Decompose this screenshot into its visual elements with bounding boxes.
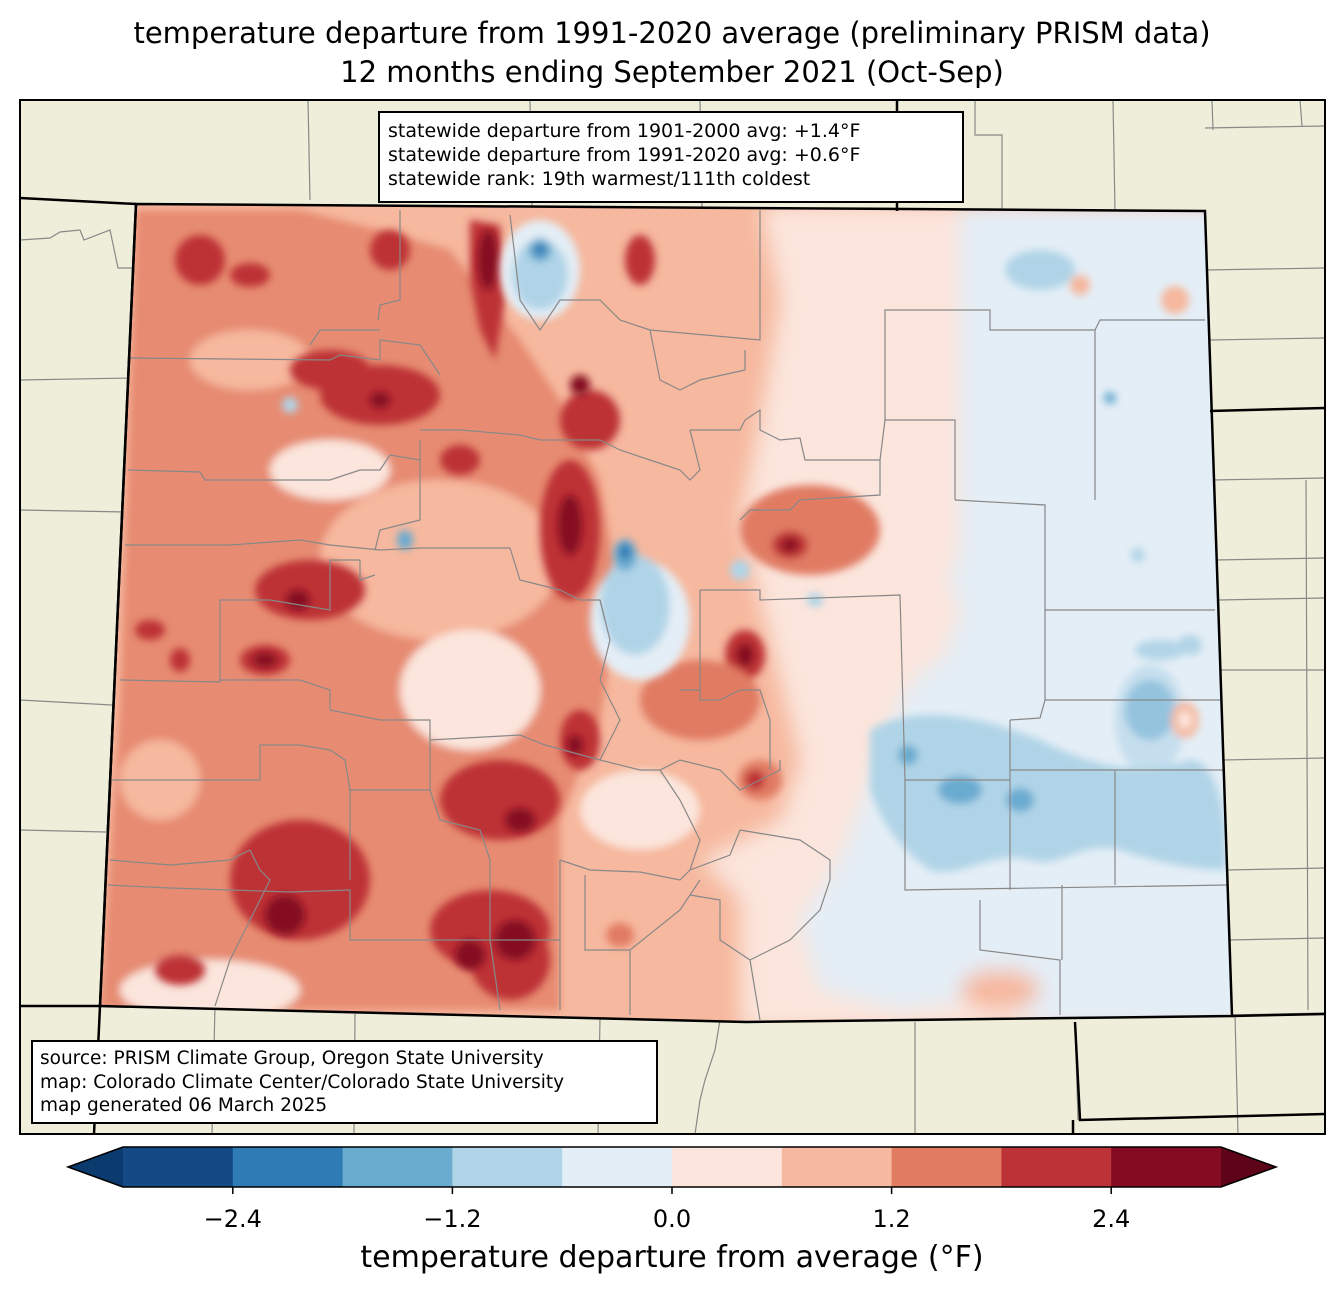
colorbar-segment: [342, 1147, 453, 1187]
colorbar-tick-label: −1.2: [423, 1205, 482, 1233]
colorbar-segment: [232, 1147, 344, 1187]
colorbar-tick-label: 2.4: [1092, 1205, 1131, 1233]
stats-line-1: statewide departure from 1901-2000 avg: …: [388, 120, 861, 142]
credits-line-2: map: Colorado Climate Center/Colorado St…: [40, 1071, 565, 1093]
colorbar-segment: [452, 1147, 563, 1187]
colorbar-segment: [1001, 1147, 1112, 1187]
credits-box: source: PRISM Climate Group, Oregon Stat…: [31, 1040, 658, 1124]
statewide-stats-box: statewide departure from 1901-2000 avg: …: [378, 111, 964, 203]
colorbar-tick-label: 0.0: [652, 1205, 692, 1233]
county-lines: [107, 210, 1231, 1021]
colorbar-label: temperature departure from average (°F): [360, 1240, 984, 1275]
map-title: temperature departure from 1991-2020 ave…: [133, 16, 1211, 50]
colorbar-tick-label: −2.4: [203, 1205, 262, 1233]
stats-line-3: statewide rank: 19th warmest/111th colde…: [388, 168, 811, 190]
stats-line-2: statewide departure from 1991-2020 avg: …: [388, 144, 861, 166]
colorbar-segment: [891, 1147, 1002, 1187]
colorbar-segment: [781, 1147, 893, 1187]
credits-line-1: source: PRISM Climate Group, Oregon Stat…: [40, 1048, 544, 1069]
colorbar-segment: [562, 1147, 673, 1187]
credits-line-3: map generated 06 March 2025: [40, 1095, 328, 1116]
colorbar-tick-labels: −2.4 −1.2 0.0 1.2 2.4: [0, 1205, 1344, 1235]
colorbar-extend-low: [68, 1147, 123, 1187]
colorbar: [65, 1146, 1279, 1194]
colorbar-segment: [1111, 1147, 1222, 1187]
colorbar-segment: [123, 1147, 234, 1187]
map-frame: [19, 99, 1326, 1135]
map-subtitle: 12 months ending September 2021 (Oct-Sep…: [340, 55, 1004, 89]
colorbar-extend-high: [1221, 1147, 1276, 1187]
temperature-field: [100, 204, 1232, 1022]
colorbar-tick-label: 1.2: [872, 1205, 911, 1233]
colorbar-segment: [672, 1147, 783, 1187]
colorbar-outline: [65, 1146, 1279, 1188]
